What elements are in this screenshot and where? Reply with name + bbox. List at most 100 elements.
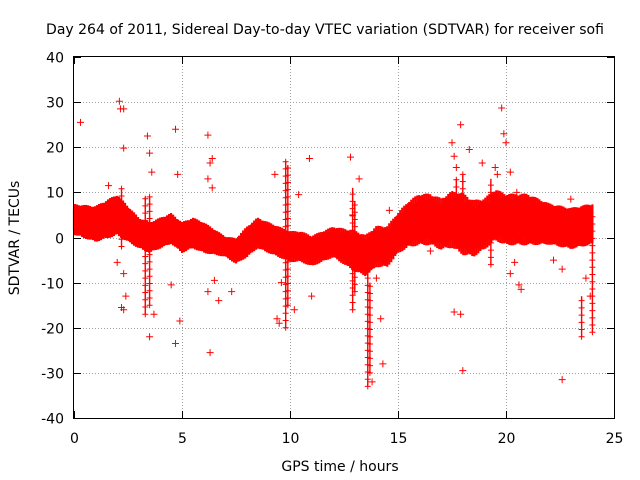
data-point [105, 182, 113, 190]
data-point [589, 314, 596, 321]
data-point [349, 191, 356, 198]
data-point [450, 152, 458, 160]
data-point [589, 242, 596, 249]
data-point [282, 310, 289, 317]
data-point [567, 195, 575, 203]
data-point [506, 270, 514, 278]
data-point [76, 118, 84, 126]
data-point [351, 252, 358, 259]
data-point [176, 317, 184, 325]
data-point [487, 254, 494, 261]
data-point [349, 292, 356, 299]
data-point [364, 383, 371, 390]
data-point [284, 193, 291, 200]
data-point [215, 297, 223, 305]
data-point [448, 139, 456, 147]
data-point [453, 183, 460, 190]
data-point [589, 300, 596, 307]
data-point [351, 274, 358, 281]
data-point [146, 251, 153, 258]
data-point [204, 131, 212, 139]
data-point [305, 155, 313, 163]
data-point [143, 132, 151, 140]
data-point [351, 288, 358, 295]
data-point [366, 333, 373, 340]
data-point [366, 283, 373, 290]
data-point [426, 247, 434, 255]
data-point [167, 281, 175, 289]
data-point [120, 270, 128, 278]
data-point [351, 245, 358, 252]
data-point [115, 97, 123, 105]
data-point [487, 247, 494, 254]
data-point [550, 256, 558, 264]
data-point [120, 144, 128, 152]
data-point [515, 281, 523, 289]
y-tick-label: 30 [46, 96, 64, 112]
data-point [146, 273, 153, 280]
data-point [142, 224, 149, 231]
data-point [500, 130, 508, 138]
data-point [487, 189, 494, 196]
x-tick-labels: 0 5 10 15 20 25 [70, 431, 623, 447]
data-point [142, 311, 149, 318]
data-point [578, 326, 585, 333]
data-point [146, 237, 153, 244]
data-point [146, 280, 153, 287]
data-point [355, 175, 363, 183]
y-tick-label: -30 [41, 367, 64, 383]
data-point [118, 200, 125, 207]
data-point [578, 333, 585, 340]
data-point [351, 202, 358, 209]
data-point [453, 198, 460, 205]
data-point [284, 229, 291, 236]
x-tick-label: 5 [178, 431, 187, 447]
data-point [284, 222, 291, 229]
data-point [459, 178, 466, 185]
data-point [142, 275, 149, 282]
x-tick-label: 20 [498, 431, 516, 447]
data-point [558, 265, 566, 273]
data-point [459, 367, 467, 375]
data-point [113, 258, 121, 266]
data-point [487, 225, 494, 232]
data-point [589, 235, 596, 242]
data-point [351, 230, 358, 237]
data-point [346, 153, 354, 161]
data-point [385, 206, 393, 214]
x-tick-label: 0 [70, 431, 79, 447]
y-tick-label: 20 [46, 141, 64, 157]
data-point [589, 249, 596, 256]
data-point [457, 310, 465, 318]
data-point [511, 258, 519, 266]
data-point [284, 172, 291, 179]
data-point [589, 220, 596, 227]
data-point [457, 121, 465, 129]
data-point [459, 192, 466, 199]
data-point [146, 294, 153, 301]
data-point [146, 333, 154, 341]
data-point [453, 191, 460, 198]
data-point [459, 236, 466, 243]
data-point [453, 234, 460, 241]
data-point [210, 276, 218, 284]
data-point [172, 125, 180, 133]
data-point [487, 232, 494, 239]
data-point [118, 229, 125, 236]
data-point [349, 306, 356, 313]
data-point [282, 324, 289, 331]
data-point [290, 306, 298, 314]
data-point [379, 360, 387, 368]
data-point [366, 312, 373, 319]
data-point [284, 302, 291, 309]
data-point [351, 266, 358, 273]
data-point [589, 264, 596, 271]
y-tick-label: 0 [55, 232, 64, 248]
data-point [204, 175, 212, 183]
data-point [351, 259, 358, 266]
data-point [487, 211, 494, 218]
y-tick-label: -10 [41, 277, 64, 293]
data-point [578, 312, 585, 319]
data-point [366, 348, 373, 355]
data-point [142, 202, 149, 209]
